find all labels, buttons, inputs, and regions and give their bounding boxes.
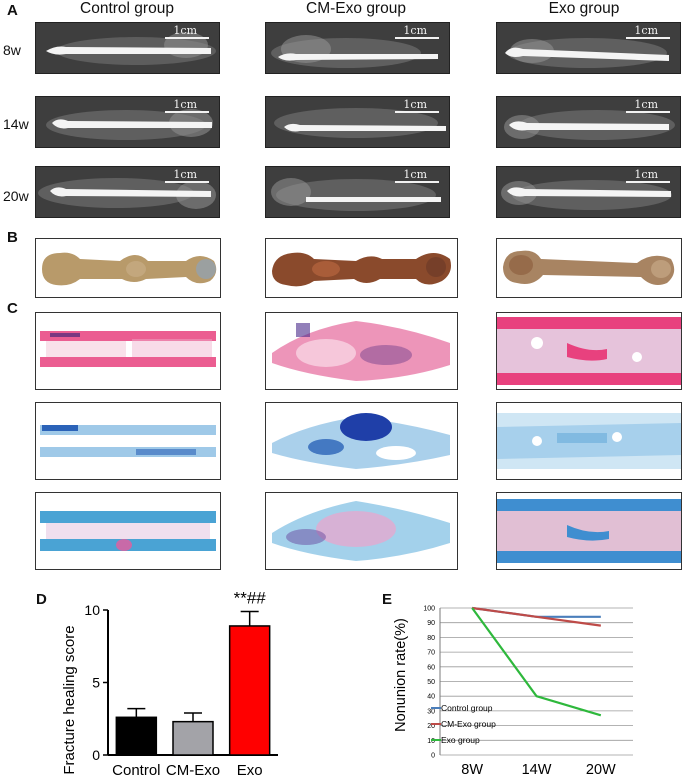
bar-exo: [228, 625, 271, 756]
scale-label: 1cm: [173, 98, 197, 111]
scale-bar: [395, 111, 439, 113]
scale-bar: [165, 37, 209, 39]
y-tick-label: 0: [92, 747, 100, 763]
scale-bar: [626, 111, 670, 113]
y-tick-label: 70: [427, 650, 435, 657]
scale-bar: [626, 181, 670, 183]
he-stain-cm-exo: [265, 312, 458, 390]
he-stain-exo: [496, 312, 682, 390]
scale-bar: [165, 181, 209, 183]
line-chart-nonunion-rate: Nonunion rate(%) 0 10 20 30 40 50 60 70 80 90 100 8…: [393, 606, 633, 778]
alcian-stain-exo: [496, 402, 682, 480]
row-label-8w: 8w: [3, 42, 21, 58]
x-tick-label: Control: [112, 762, 160, 779]
scale-label: 1cm: [403, 168, 427, 181]
alcian-stain-control: [35, 402, 221, 480]
y-tick-label: 80: [427, 635, 435, 642]
y-axis-label: Nonunion rate(%): [393, 618, 409, 732]
masson-stain-cm-exo: [265, 492, 458, 570]
y-tick-label: 40: [427, 694, 435, 701]
y-tick-label: 60: [427, 664, 435, 671]
bone-photo-control: [35, 238, 221, 298]
bar-chart-fracture-healing: Fracture healing score 0 5 10 Control CM-Ex…: [61, 590, 278, 779]
panel-label-d: D: [36, 591, 47, 608]
y-tick-label: 20: [427, 723, 435, 730]
series-line-2: [471, 607, 602, 717]
xray-control-20w: 1cm: [35, 166, 220, 218]
bar-cm-exo: [172, 720, 214, 756]
row-label-14w: 14w: [3, 116, 29, 132]
series-line-1: [472, 606, 601, 627]
legend-label: Control group: [441, 703, 493, 713]
scale-bar: [395, 181, 439, 183]
masson-stain-control: [35, 492, 221, 570]
legend-label: Exo group: [441, 735, 480, 745]
y-tick-label: 90: [427, 620, 435, 627]
xray-exo-20w: 1cm: [496, 166, 681, 218]
bone-photo-exo: [496, 238, 682, 298]
scale-bar: [626, 37, 670, 39]
panel-label-a: A: [7, 2, 18, 19]
xray-cm-exo-14w: 1cm: [265, 96, 450, 148]
xray-control-14w: 1cm: [35, 96, 220, 148]
bone-photo-cm-exo: [265, 238, 458, 298]
y-tick-label: 5: [92, 675, 100, 691]
x-tick-label: 14W: [522, 762, 552, 778]
column-header-exo: Exo group: [548, 0, 620, 17]
masson-stain-exo: [496, 492, 682, 570]
y-tick-label: 10: [84, 602, 100, 618]
legend-label: CM-Exo group: [441, 719, 496, 729]
series-line-0: [472, 606, 601, 618]
scale-label: 1cm: [173, 168, 197, 181]
scale-label: 1cm: [403, 98, 427, 111]
scale-label: 1cm: [634, 98, 658, 111]
panel-label-e: E: [382, 591, 393, 608]
xray-cm-exo-20w: 1cm: [265, 166, 450, 218]
xray-cm-exo-8w: 1cm: [265, 22, 450, 74]
y-tick-label: 0: [431, 753, 435, 760]
scale-label: 1cm: [403, 24, 427, 37]
column-header-cm-exo: CM-Exo group: [306, 0, 406, 17]
panel-label-c: C: [7, 300, 18, 317]
scale-label: 1cm: [634, 168, 658, 181]
bar-control: [115, 716, 158, 756]
scale-bar: [165, 111, 209, 113]
scale-bar: [395, 37, 439, 39]
alcian-stain-cm-exo: [265, 402, 458, 480]
row-label-20w: 20w: [3, 188, 29, 204]
he-stain-control: [35, 312, 221, 390]
scale-label: 1cm: [173, 24, 197, 37]
scale-label: 1cm: [634, 24, 658, 37]
x-tick-label: 8W: [461, 762, 483, 778]
y-tick-label: 30: [427, 708, 435, 715]
xray-exo-8w: 1cm: [496, 22, 681, 74]
y-tick-label: 50: [427, 679, 435, 686]
x-tick-label: CM-Exo: [166, 762, 220, 779]
xray-exo-14w: 1cm: [496, 96, 681, 148]
xray-control-8w: 1cm: [35, 22, 220, 74]
significance-annotation: **##: [234, 590, 267, 607]
panel-label-b: B: [7, 229, 18, 246]
y-tick-label: 100: [423, 606, 435, 613]
column-header-control: Control group: [80, 0, 174, 17]
y-axis-label: Fracture healing score: [61, 625, 78, 774]
x-tick-label: 20W: [586, 762, 616, 778]
x-tick-label: Exo: [237, 762, 263, 779]
y-tick-label: 10: [427, 738, 435, 745]
